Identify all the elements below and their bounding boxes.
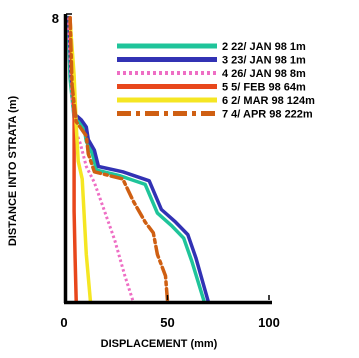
legend-label: 4 26/ JAN 98 8m bbox=[222, 68, 306, 80]
x-tick-label: 100 bbox=[258, 315, 280, 330]
x-tick-label: 50 bbox=[160, 315, 174, 330]
y-axis-title: DISTANCE INTO STRATA (m) bbox=[7, 96, 19, 247]
axes-layer bbox=[63, 14, 272, 305]
legend-label: 3 23/ JAN 98 1m bbox=[222, 55, 306, 67]
x-axis-title: DISPLACEMENT (mm) bbox=[101, 338, 218, 350]
series-layer bbox=[66, 15, 210, 303]
ticks-layer: 0 50 100 8 bbox=[52, 11, 280, 330]
legend-label: 7 4/ APR 98 222m bbox=[222, 109, 313, 121]
series-line-5 bbox=[68, 19, 93, 303]
legend: 2 22/ JAN 98 1m 3 23/ JAN 98 1m4 26/ JAN … bbox=[117, 41, 315, 121]
legend-label: 2 22/ JAN 98 1m bbox=[222, 41, 306, 53]
y-tick-label: 8 bbox=[52, 11, 59, 26]
x-tick-label: 0 bbox=[60, 315, 67, 330]
legend-label: 5 5/ FEB 98 64m bbox=[222, 82, 306, 94]
series-line-6 bbox=[68, 15, 170, 303]
legend-label: 6 2/ MAR 98 124m bbox=[222, 95, 315, 107]
series-line-2 bbox=[67, 15, 210, 303]
